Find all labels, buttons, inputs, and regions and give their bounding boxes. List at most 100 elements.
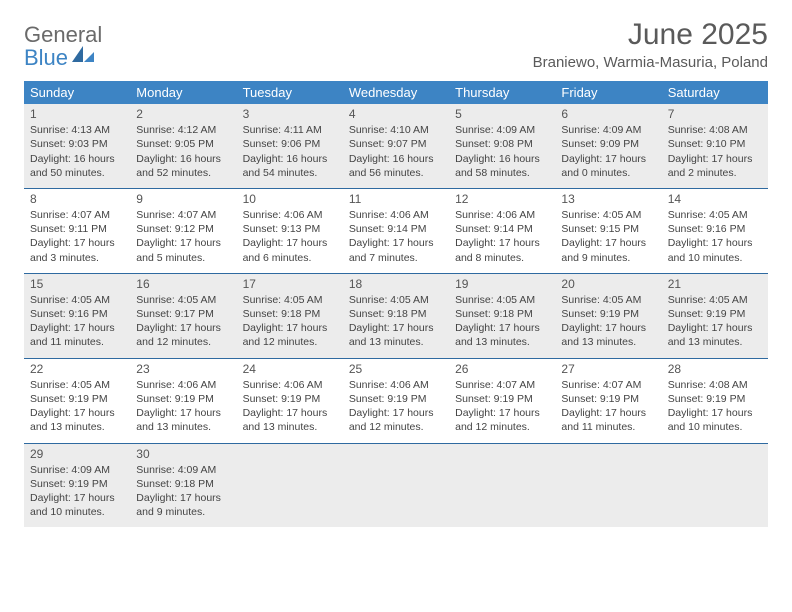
day-cell: 28Sunrise: 4:08 AMSunset: 9:19 PMDayligh… bbox=[662, 358, 768, 443]
day-cell: 15Sunrise: 4:05 AMSunset: 9:16 PMDayligh… bbox=[24, 273, 130, 358]
day-cell: 12Sunrise: 4:06 AMSunset: 9:14 PMDayligh… bbox=[449, 188, 555, 273]
daylight-text: and 12 minutes. bbox=[243, 335, 337, 349]
day-number: 2 bbox=[136, 106, 230, 122]
sunset-text: Sunset: 9:19 PM bbox=[455, 392, 549, 406]
day-cell: 10Sunrise: 4:06 AMSunset: 9:13 PMDayligh… bbox=[237, 188, 343, 273]
daylight-text: and 2 minutes. bbox=[668, 166, 762, 180]
day-cell: 2Sunrise: 4:12 AMSunset: 9:05 PMDaylight… bbox=[130, 104, 236, 188]
sunrise-text: Sunrise: 4:06 AM bbox=[349, 378, 443, 392]
day-number: 30 bbox=[136, 446, 230, 462]
sunrise-text: Sunrise: 4:07 AM bbox=[455, 378, 549, 392]
sunset-text: Sunset: 9:14 PM bbox=[349, 222, 443, 236]
day-cell bbox=[237, 443, 343, 527]
sunset-text: Sunset: 9:18 PM bbox=[243, 307, 337, 321]
day-number: 6 bbox=[561, 106, 655, 122]
dow-mon: Monday bbox=[130, 81, 236, 104]
daylight-text: and 13 minutes. bbox=[30, 420, 124, 434]
daylight-text: and 7 minutes. bbox=[349, 251, 443, 265]
daylight-text: Daylight: 17 hours bbox=[668, 321, 762, 335]
sunrise-text: Sunrise: 4:05 AM bbox=[668, 208, 762, 222]
daylight-text: and 13 minutes. bbox=[243, 420, 337, 434]
sunrise-text: Sunrise: 4:07 AM bbox=[136, 208, 230, 222]
week-row: 22Sunrise: 4:05 AMSunset: 9:19 PMDayligh… bbox=[24, 358, 768, 443]
day-cell: 23Sunrise: 4:06 AMSunset: 9:19 PMDayligh… bbox=[130, 358, 236, 443]
calendar-table: Sunday Monday Tuesday Wednesday Thursday… bbox=[24, 81, 768, 527]
day-number: 12 bbox=[455, 191, 549, 207]
sunrise-text: Sunrise: 4:09 AM bbox=[455, 123, 549, 137]
day-number: 20 bbox=[561, 276, 655, 292]
sunset-text: Sunset: 9:08 PM bbox=[455, 137, 549, 151]
daylight-text: Daylight: 17 hours bbox=[136, 491, 230, 505]
daylight-text: and 13 minutes. bbox=[455, 335, 549, 349]
daylight-text: and 5 minutes. bbox=[136, 251, 230, 265]
page-root: General Blue June 2025 Braniewo, Warmia-… bbox=[0, 0, 792, 527]
daylight-text: Daylight: 17 hours bbox=[136, 321, 230, 335]
day-number: 19 bbox=[455, 276, 549, 292]
sunset-text: Sunset: 9:16 PM bbox=[30, 307, 124, 321]
sunset-text: Sunset: 9:19 PM bbox=[243, 392, 337, 406]
day-number: 27 bbox=[561, 361, 655, 377]
daylight-text: and 50 minutes. bbox=[30, 166, 124, 180]
sunset-text: Sunset: 9:19 PM bbox=[349, 392, 443, 406]
daylight-text: Daylight: 17 hours bbox=[668, 236, 762, 250]
day-number: 22 bbox=[30, 361, 124, 377]
daylight-text: and 3 minutes. bbox=[30, 251, 124, 265]
dow-row: Sunday Monday Tuesday Wednesday Thursday… bbox=[24, 81, 768, 104]
day-number: 14 bbox=[668, 191, 762, 207]
sunrise-text: Sunrise: 4:05 AM bbox=[561, 293, 655, 307]
day-cell bbox=[449, 443, 555, 527]
sunrise-text: Sunrise: 4:05 AM bbox=[136, 293, 230, 307]
sunset-text: Sunset: 9:06 PM bbox=[243, 137, 337, 151]
sunset-text: Sunset: 9:18 PM bbox=[455, 307, 549, 321]
sunrise-text: Sunrise: 4:12 AM bbox=[136, 123, 230, 137]
day-cell: 22Sunrise: 4:05 AMSunset: 9:19 PMDayligh… bbox=[24, 358, 130, 443]
day-number: 3 bbox=[243, 106, 337, 122]
sunrise-text: Sunrise: 4:09 AM bbox=[561, 123, 655, 137]
daylight-text: Daylight: 17 hours bbox=[136, 406, 230, 420]
sunrise-text: Sunrise: 4:05 AM bbox=[561, 208, 655, 222]
day-number: 8 bbox=[30, 191, 124, 207]
day-cell: 27Sunrise: 4:07 AMSunset: 9:19 PMDayligh… bbox=[555, 358, 661, 443]
day-cell: 5Sunrise: 4:09 AMSunset: 9:08 PMDaylight… bbox=[449, 104, 555, 188]
day-number: 4 bbox=[349, 106, 443, 122]
week-row: 15Sunrise: 4:05 AMSunset: 9:16 PMDayligh… bbox=[24, 273, 768, 358]
sunrise-text: Sunrise: 4:06 AM bbox=[349, 208, 443, 222]
day-cell: 30Sunrise: 4:09 AMSunset: 9:18 PMDayligh… bbox=[130, 443, 236, 527]
daylight-text: and 56 minutes. bbox=[349, 166, 443, 180]
daylight-text: Daylight: 16 hours bbox=[455, 152, 549, 166]
daylight-text: Daylight: 17 hours bbox=[455, 236, 549, 250]
daylight-text: Daylight: 17 hours bbox=[561, 321, 655, 335]
calendar-body: 1Sunrise: 4:13 AMSunset: 9:03 PMDaylight… bbox=[24, 104, 768, 527]
sunset-text: Sunset: 9:19 PM bbox=[136, 392, 230, 406]
daylight-text: Daylight: 17 hours bbox=[243, 236, 337, 250]
sunrise-text: Sunrise: 4:06 AM bbox=[136, 378, 230, 392]
day-number: 29 bbox=[30, 446, 124, 462]
daylight-text: Daylight: 17 hours bbox=[30, 321, 124, 335]
logo: General Blue bbox=[24, 18, 102, 69]
daylight-text: and 0 minutes. bbox=[561, 166, 655, 180]
daylight-text: and 11 minutes. bbox=[30, 335, 124, 349]
sunrise-text: Sunrise: 4:06 AM bbox=[243, 208, 337, 222]
day-cell: 4Sunrise: 4:10 AMSunset: 9:07 PMDaylight… bbox=[343, 104, 449, 188]
daylight-text: Daylight: 17 hours bbox=[561, 152, 655, 166]
day-number: 17 bbox=[243, 276, 337, 292]
sunset-text: Sunset: 9:11 PM bbox=[30, 222, 124, 236]
sunset-text: Sunset: 9:10 PM bbox=[668, 137, 762, 151]
day-number: 23 bbox=[136, 361, 230, 377]
daylight-text: Daylight: 17 hours bbox=[30, 491, 124, 505]
day-number: 5 bbox=[455, 106, 549, 122]
day-cell: 8Sunrise: 4:07 AMSunset: 9:11 PMDaylight… bbox=[24, 188, 130, 273]
sunrise-text: Sunrise: 4:05 AM bbox=[349, 293, 443, 307]
day-number: 25 bbox=[349, 361, 443, 377]
sunset-text: Sunset: 9:13 PM bbox=[243, 222, 337, 236]
day-number: 16 bbox=[136, 276, 230, 292]
day-number: 15 bbox=[30, 276, 124, 292]
daylight-text: and 54 minutes. bbox=[243, 166, 337, 180]
day-number: 9 bbox=[136, 191, 230, 207]
daylight-text: Daylight: 16 hours bbox=[243, 152, 337, 166]
sunset-text: Sunset: 9:05 PM bbox=[136, 137, 230, 151]
sunset-text: Sunset: 9:16 PM bbox=[668, 222, 762, 236]
daylight-text: and 13 minutes. bbox=[136, 420, 230, 434]
daylight-text: and 12 minutes. bbox=[455, 420, 549, 434]
sunrise-text: Sunrise: 4:10 AM bbox=[349, 123, 443, 137]
